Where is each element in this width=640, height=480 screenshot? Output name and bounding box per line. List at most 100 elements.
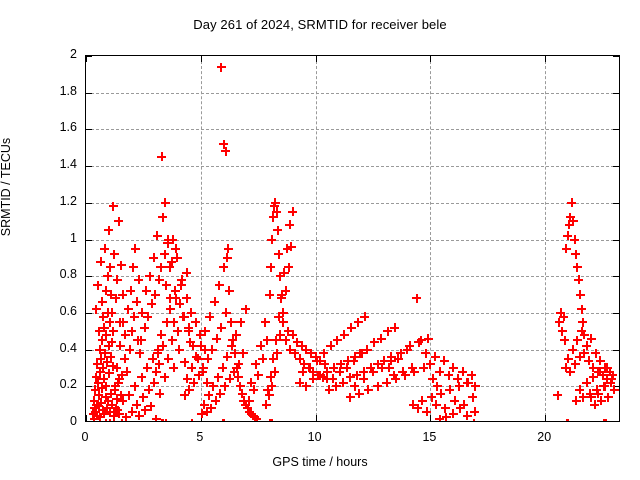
scatter-point bbox=[386, 352, 396, 362]
scatter-point bbox=[92, 411, 102, 421]
scatter-point bbox=[560, 335, 570, 345]
scatter-point bbox=[151, 414, 161, 421]
scatter-point bbox=[146, 401, 156, 411]
scatter-point bbox=[244, 396, 254, 406]
scatter-point bbox=[160, 249, 170, 259]
scatter-point bbox=[127, 326, 137, 336]
y-axis-tick-label: 1.8 bbox=[59, 83, 77, 98]
scatter-point bbox=[225, 374, 234, 384]
scatter-point bbox=[470, 407, 479, 417]
scatter-point bbox=[140, 323, 150, 333]
scatter-point bbox=[565, 367, 575, 377]
scatter-point bbox=[116, 260, 126, 270]
scatter-point bbox=[345, 392, 355, 402]
scatter-point bbox=[565, 212, 575, 222]
scatter-point bbox=[236, 317, 246, 327]
scatter-point bbox=[298, 367, 308, 377]
y-axis-tick-label: 1.6 bbox=[59, 120, 77, 135]
scatter-point bbox=[118, 396, 128, 406]
scatter-point bbox=[97, 383, 107, 393]
scatter-point bbox=[91, 372, 101, 382]
scatter-point bbox=[162, 418, 171, 421]
scatter-point bbox=[588, 363, 598, 373]
scatter-point bbox=[106, 352, 116, 362]
scatter-point bbox=[577, 326, 587, 336]
scatter-point bbox=[96, 257, 106, 267]
scatter-point bbox=[88, 409, 98, 419]
scatter-point bbox=[462, 411, 472, 421]
scatter-point bbox=[564, 220, 574, 230]
scatter-point bbox=[231, 330, 241, 340]
scatter-point bbox=[318, 372, 327, 382]
scatter-point bbox=[120, 354, 130, 364]
scatter-point bbox=[182, 293, 192, 303]
scatter-point bbox=[281, 335, 291, 345]
scatter-point bbox=[251, 359, 261, 369]
y-axis-tick-label: 0.6 bbox=[59, 303, 77, 318]
scatter-point bbox=[202, 407, 212, 417]
scatter-point bbox=[108, 326, 118, 336]
scatter-point bbox=[114, 216, 124, 226]
scatter-point bbox=[99, 409, 109, 419]
scatter-point bbox=[444, 370, 454, 380]
scatter-point bbox=[104, 225, 114, 235]
scatter-point bbox=[328, 374, 338, 384]
scatter-point bbox=[262, 335, 272, 345]
scatter-point bbox=[453, 374, 463, 384]
y-axis-tick bbox=[613, 56, 619, 57]
scatter-point bbox=[459, 400, 469, 410]
scatter-point bbox=[184, 326, 194, 336]
scatter-point bbox=[273, 225, 283, 235]
gridline-horizontal bbox=[86, 92, 619, 94]
scatter-point bbox=[585, 389, 595, 399]
scatter-point bbox=[436, 389, 446, 399]
scatter-point bbox=[349, 356, 358, 366]
gridline-horizontal bbox=[86, 202, 619, 204]
scatter-point bbox=[187, 418, 196, 421]
gridline-vertical bbox=[200, 56, 202, 421]
scatter-point bbox=[312, 356, 322, 366]
y-axis-tick bbox=[86, 386, 92, 388]
scatter-point bbox=[94, 401, 104, 411]
scatter-point bbox=[400, 370, 410, 380]
scatter-point bbox=[128, 262, 138, 272]
y-axis-tick bbox=[86, 276, 92, 278]
scatter-point bbox=[101, 286, 111, 296]
scatter-point bbox=[222, 352, 232, 362]
scatter-point bbox=[112, 363, 122, 373]
scatter-point bbox=[223, 244, 233, 254]
scatter-point bbox=[132, 297, 141, 307]
scatter-point bbox=[219, 262, 229, 272]
scatter-point bbox=[332, 335, 342, 345]
scatter-point bbox=[268, 354, 278, 364]
scatter-point bbox=[180, 357, 190, 367]
y-axis-tick bbox=[86, 312, 92, 314]
gridline-horizontal bbox=[86, 386, 619, 388]
scatter-point bbox=[149, 253, 158, 263]
scatter-point bbox=[158, 418, 167, 421]
scatter-point bbox=[414, 337, 424, 347]
scatter-point bbox=[258, 354, 268, 364]
y-axis-tick-label: 1 bbox=[70, 230, 77, 245]
scatter-point bbox=[117, 418, 126, 421]
scatter-point bbox=[175, 299, 185, 309]
scatter-point bbox=[169, 363, 179, 373]
scatter-point bbox=[171, 293, 181, 303]
gridline-horizontal bbox=[86, 312, 619, 314]
scatter-point bbox=[124, 390, 134, 400]
scatter-point bbox=[109, 418, 118, 421]
scatter-point bbox=[215, 389, 225, 399]
scatter-point bbox=[439, 356, 449, 366]
scatter-point bbox=[339, 330, 349, 340]
scatter-point bbox=[578, 392, 588, 402]
scatter-point bbox=[448, 409, 458, 419]
scatter-point bbox=[412, 293, 422, 303]
gridline-horizontal bbox=[86, 239, 619, 241]
scatter-point bbox=[101, 330, 111, 340]
scatter-point bbox=[596, 396, 606, 406]
y-axis-tick bbox=[613, 276, 619, 278]
scatter-point bbox=[416, 335, 426, 345]
scatter-point bbox=[329, 363, 339, 373]
scatter-point bbox=[211, 396, 221, 406]
y-axis-tick-label: 0.8 bbox=[59, 267, 77, 282]
